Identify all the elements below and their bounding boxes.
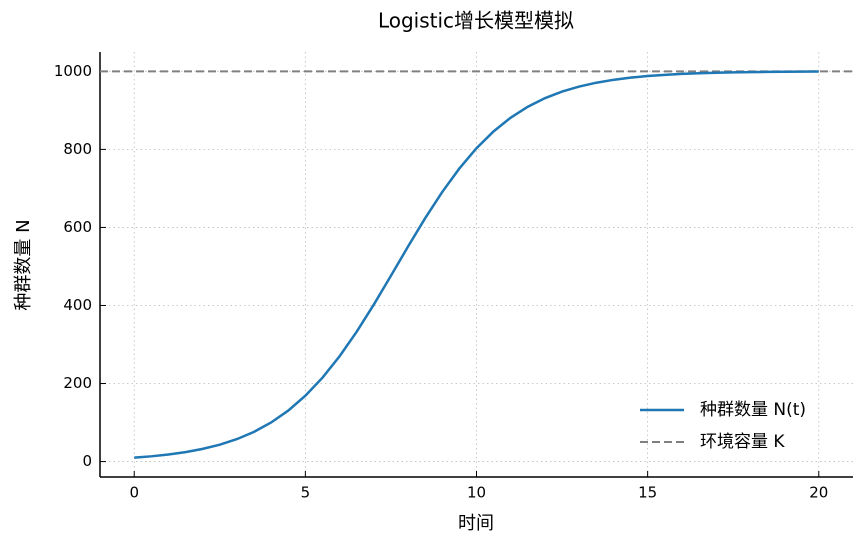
x-axis-label: 时间 xyxy=(458,513,494,534)
y-tick-label: 0 xyxy=(82,452,92,470)
y-tick-label: 600 xyxy=(63,218,92,236)
x-tick-label: 0 xyxy=(129,484,139,502)
x-tick-label: 20 xyxy=(809,484,828,502)
data-line xyxy=(134,70,819,459)
y-tick-label: 200 xyxy=(63,374,92,392)
x-tick-label: 10 xyxy=(467,484,486,502)
y-tick-label: 800 xyxy=(63,140,92,158)
x-tick-label: 15 xyxy=(638,484,657,502)
y-axis-label: 种群数量 N xyxy=(13,219,34,310)
y-tick-label: 400 xyxy=(63,296,92,314)
legend-label: 环境容量 K xyxy=(700,432,785,452)
y-tick-label: 1000 xyxy=(54,62,92,80)
chart-title: Logistic增长模型模拟 xyxy=(378,9,574,33)
legend-label: 种群数量 N(t) xyxy=(700,400,806,420)
x-tick-label: 5 xyxy=(301,484,311,502)
